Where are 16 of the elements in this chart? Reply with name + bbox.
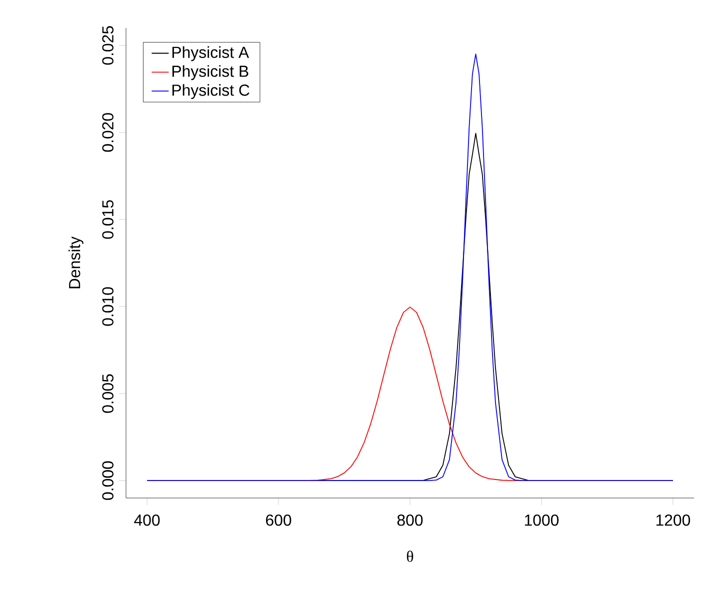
x-tick-label: 1200: [656, 514, 690, 526]
legend-label: Physicist C: [172, 84, 250, 99]
y-tick-label: 0.015: [102, 200, 114, 239]
y-tick-label: 0.000: [102, 461, 114, 500]
legend-label: Physicist A: [172, 46, 250, 62]
x-tick-label: 1000: [524, 514, 559, 526]
y-tick-label: 0.020: [102, 113, 114, 152]
y-tick-label: 0.005: [102, 374, 114, 413]
x-tick-label: 800: [397, 514, 423, 526]
x-tick-label: 400: [134, 514, 160, 526]
y-tick-label: 0.025: [102, 26, 114, 65]
y-tick-label: 0.010: [102, 287, 114, 326]
x-axis-title: θ: [406, 550, 414, 562]
y-axis-title: Density: [68, 236, 84, 288]
legend-label: Physicist B: [172, 65, 248, 80]
x-tick-label: 600: [266, 514, 292, 526]
